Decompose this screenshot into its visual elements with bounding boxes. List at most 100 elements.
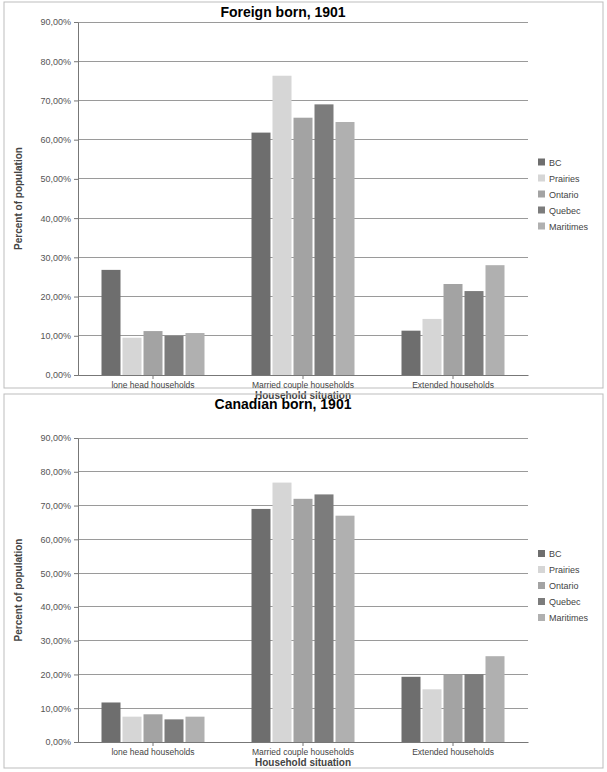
bar: [186, 333, 205, 375]
tick: lone head households: [111, 375, 194, 390]
chart: 0,00%10,00%20,00%30,00%40,00%50,00%60,00…: [4, 394, 603, 768]
tick-label: lone head households: [111, 380, 194, 390]
legend-swatch: [538, 207, 545, 214]
legend-swatch: [538, 175, 545, 182]
legend-label: BC: [549, 549, 562, 559]
y-axis-title: Percent of population: [13, 539, 24, 642]
tick: 90,00%: [40, 17, 78, 27]
legend-item: Quebec: [538, 206, 581, 216]
tick-mark: [74, 573, 78, 574]
axis-line: [78, 439, 79, 743]
tick-mark: [153, 742, 154, 746]
grid-line: [78, 471, 528, 472]
bar: [336, 516, 355, 742]
tick-label: 20,00%: [40, 670, 71, 680]
series: [102, 509, 421, 742]
series: [144, 118, 463, 375]
grid-line: [78, 100, 528, 101]
bar: [165, 719, 184, 742]
legend-item: Prairies: [538, 565, 580, 575]
series: [123, 76, 442, 375]
tick: Extended households: [412, 742, 494, 757]
tick-label: 30,00%: [40, 636, 71, 646]
legend: BCPrairiesOntarioQuebecMaritimes: [538, 549, 589, 623]
bar: [486, 265, 505, 375]
legend-item: Prairies: [538, 174, 580, 184]
tick-label: 70,00%: [40, 96, 71, 106]
tick-mark: [74, 297, 78, 298]
legend: BC Prairies Ontario Quebec Maritimes: [538, 158, 589, 232]
bar: [144, 714, 163, 742]
x-axis: lone head households Married couple house…: [79, 375, 529, 390]
legend-item: Ontario: [538, 190, 579, 200]
bar: [315, 104, 334, 375]
grid-line: [78, 22, 528, 23]
tick-label: 10,00%: [40, 331, 71, 341]
tick-label: 20,00%: [40, 292, 71, 302]
bar: [273, 76, 292, 375]
grid: [78, 22, 528, 375]
y-axis-title: Percent of population: [13, 147, 24, 250]
tick-label: 50,00%: [40, 568, 71, 578]
tick: 50,00%: [40, 174, 78, 184]
bar: [465, 291, 484, 375]
bars: [102, 76, 505, 375]
tick: 60,00%: [40, 535, 78, 545]
bar: [315, 494, 334, 742]
series: [165, 104, 484, 375]
tick-mark: [74, 336, 78, 337]
legend-label: Prairies: [549, 565, 580, 575]
bar: [486, 656, 505, 742]
legend-item: Quebec: [538, 597, 581, 607]
tick-mark: [74, 708, 78, 709]
legend-label: BC: [549, 158, 562, 168]
tick-label: 0,00%: [45, 737, 71, 747]
tick-mark: [74, 61, 78, 62]
tick: 70,00%: [40, 96, 78, 106]
y-axis: 0,00%10,00%20,00%30,00%40,00%50,00%60,00…: [40, 433, 78, 747]
tick-mark: [74, 257, 78, 258]
tick-mark: [453, 375, 454, 379]
tick-mark: [74, 100, 78, 101]
tick-label: Married couple households: [252, 747, 354, 757]
tick-label: 80,00%: [40, 57, 71, 67]
tick-label: Extended households: [412, 380, 494, 390]
bar: [252, 509, 271, 742]
tick-label: 0,00%: [45, 370, 71, 380]
legend-swatch: [538, 598, 545, 605]
tick-label: Extended households: [412, 747, 494, 757]
tick-label: 80,00%: [40, 467, 71, 477]
tick-mark: [74, 438, 78, 439]
chart: 0,00% 10,00% 20,00% 30,00% 40,00% 50,00% 60,00…: [4, 2, 603, 401]
tick: 60,00%: [40, 135, 78, 145]
bar: [402, 677, 421, 742]
tick-label: Married couple households: [252, 380, 354, 390]
bar: [465, 674, 484, 742]
bar: [123, 338, 142, 375]
legend-label: Maritimes: [549, 222, 589, 232]
bar: [336, 122, 355, 375]
tick-mark: [153, 375, 154, 379]
legend-item: Maritimes: [538, 222, 589, 232]
series: [186, 122, 505, 375]
tick-label: 50,00%: [40, 174, 71, 184]
tick: 40,00%: [40, 602, 78, 612]
legend-swatch: [538, 223, 545, 230]
tick: 80,00%: [40, 57, 78, 67]
legend-swatch: [538, 614, 545, 621]
tick-mark: [74, 22, 78, 23]
bar: [294, 118, 313, 375]
bar: [165, 336, 184, 375]
bar: [186, 717, 205, 742]
series: [144, 499, 463, 742]
tick-label: 40,00%: [40, 213, 71, 223]
tick-label: 90,00%: [40, 433, 71, 443]
tick: 50,00%: [40, 568, 78, 578]
bar: [273, 483, 292, 742]
series: [102, 133, 421, 375]
tick: 30,00%: [40, 253, 78, 263]
bar: [144, 331, 163, 375]
legend-item: Maritimes: [538, 613, 589, 623]
tick-mark: [74, 179, 78, 180]
tick: Married couple households: [252, 742, 354, 757]
